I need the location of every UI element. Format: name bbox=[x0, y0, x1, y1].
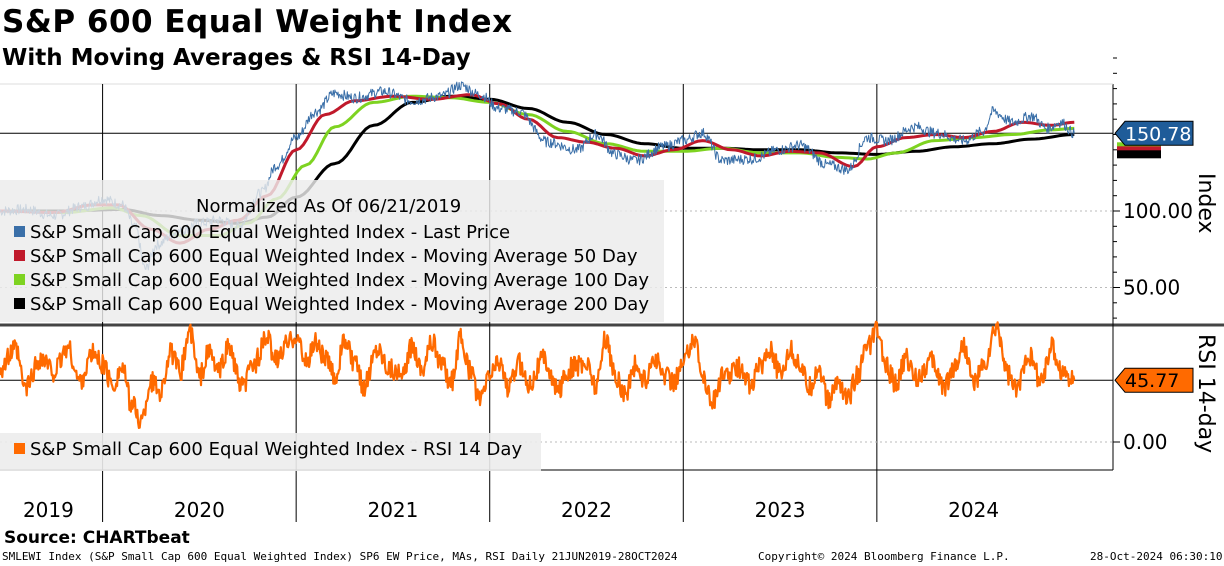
legend-box-rsi bbox=[0, 433, 541, 471]
x-tick-label-2020: 2020 bbox=[174, 498, 225, 522]
legend-swatch-ma50 bbox=[14, 250, 25, 261]
x-tick-label-2019: 2019 bbox=[23, 498, 74, 522]
ma-tag-2 bbox=[1117, 150, 1161, 159]
footer-copyright: Copyright© 2024 Bloomberg Finance L.P. bbox=[758, 550, 1010, 563]
footer-ticker: SMLEWI Index (S&P Small Cap 600 Equal We… bbox=[2, 550, 678, 563]
last-rsi-tag-bg bbox=[1114, 367, 1194, 393]
source-label: Source: CHARTbeat bbox=[4, 528, 190, 548]
legend-swatch-ma200 bbox=[14, 298, 25, 309]
chart-subtitle: With Moving Averages & RSI 14-Day bbox=[2, 45, 471, 71]
x-tick-label-2024: 2024 bbox=[948, 498, 999, 522]
chart-title: S&P 600 Equal Weight Index bbox=[2, 4, 513, 40]
last-price-tag-bg bbox=[1114, 120, 1194, 146]
legend-label-ma200: S&P Small Cap 600 Equal Weighted Index -… bbox=[30, 294, 649, 315]
y-tick-label-0.00: 0.00 bbox=[1123, 430, 1168, 454]
footer-timestamp: 28-Oct-2024 06:30:10 bbox=[1090, 550, 1223, 563]
legend-swatch-rsi bbox=[14, 443, 25, 454]
series-line-rsi bbox=[0, 320, 1076, 429]
y-tick-label-100.00: 100.00 bbox=[1123, 199, 1193, 223]
legend-swatch-price bbox=[14, 226, 25, 237]
last-rsi-tag: 45.77 bbox=[1125, 370, 1179, 392]
legend-swatch-ma100 bbox=[14, 274, 25, 285]
last-price-tag: 150.78 bbox=[1125, 123, 1191, 145]
x-tick-label-2021: 2021 bbox=[367, 498, 418, 522]
y-axis-label-rsi: RSI 14-day bbox=[1193, 334, 1218, 453]
legend-label-ma100: S&P Small Cap 600 Equal Weighted Index -… bbox=[30, 270, 649, 291]
y-tick-label-50.00: 50.00 bbox=[1123, 276, 1180, 300]
legend-label-price: S&P Small Cap 600 Equal Weighted Index -… bbox=[30, 222, 510, 243]
legend-label-rsi: S&P Small Cap 600 Equal Weighted Index -… bbox=[30, 439, 522, 460]
normalized-note: Normalized As Of 06/21/2019 bbox=[196, 196, 461, 217]
legend-box-top bbox=[0, 180, 664, 322]
x-tick-label-2022: 2022 bbox=[561, 498, 612, 522]
y-axis-label-index: Index bbox=[1193, 173, 1218, 234]
legend-label-ma50: S&P Small Cap 600 Equal Weighted Index -… bbox=[30, 246, 638, 267]
x-tick-label-2023: 2023 bbox=[755, 498, 806, 522]
